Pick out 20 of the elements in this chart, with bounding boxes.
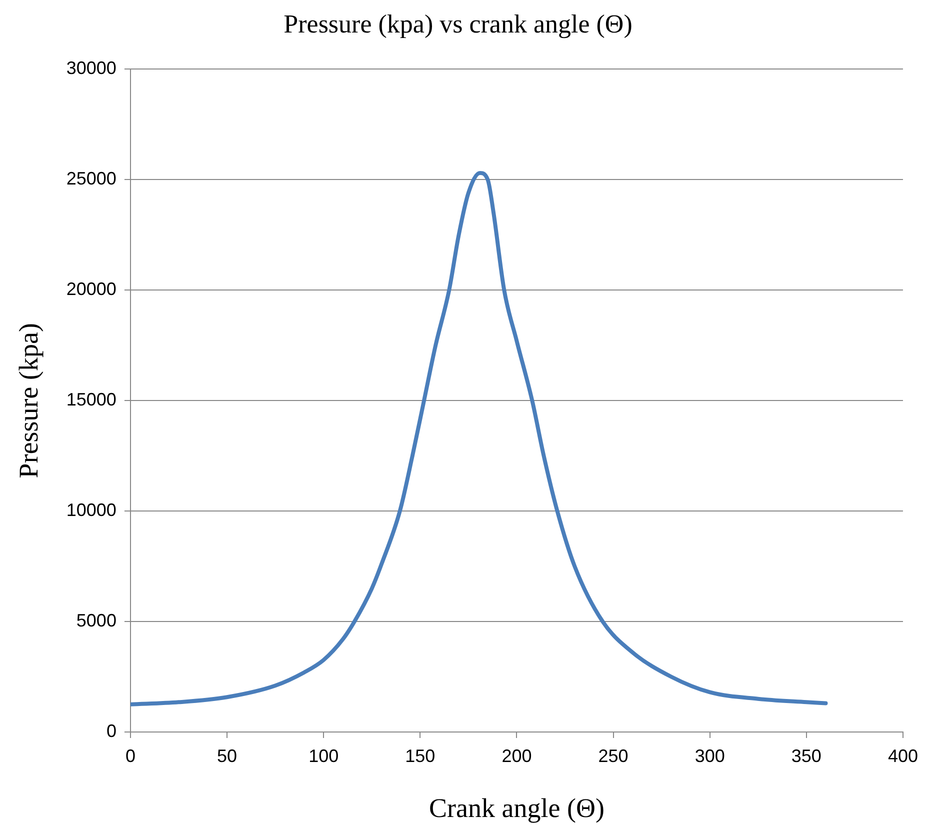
y-tick-label: 15000 <box>66 390 116 410</box>
x-tick-label: 150 <box>405 746 436 766</box>
x-tick-label: 100 <box>308 746 339 766</box>
y-tick-label: 5000 <box>76 610 116 630</box>
line-series <box>130 171 828 706</box>
x-tick-label: 250 <box>598 746 628 766</box>
x-tick-label: 200 <box>502 746 532 766</box>
x-tick-label: 400 <box>888 746 918 766</box>
x-tick-label: 350 <box>791 746 822 766</box>
y-tick-label: 0 <box>106 720 116 741</box>
x-tick-label: 300 <box>694 746 725 766</box>
chart-title: Pressure (kpa) vs crank angle (Θ) <box>284 9 632 38</box>
y-tick-label: 20000 <box>66 279 116 300</box>
x-tick-label: 50 <box>217 746 238 766</box>
y-tick-label: 10000 <box>66 500 116 520</box>
y-axis-title: Pressure (kpa) <box>13 323 44 478</box>
x-axis-title: Crank angle (Θ) <box>429 792 604 823</box>
x-tick-label: 0 <box>125 746 136 766</box>
y-tick-label: 25000 <box>66 168 116 189</box>
y-tick-label: 30000 <box>66 58 116 78</box>
